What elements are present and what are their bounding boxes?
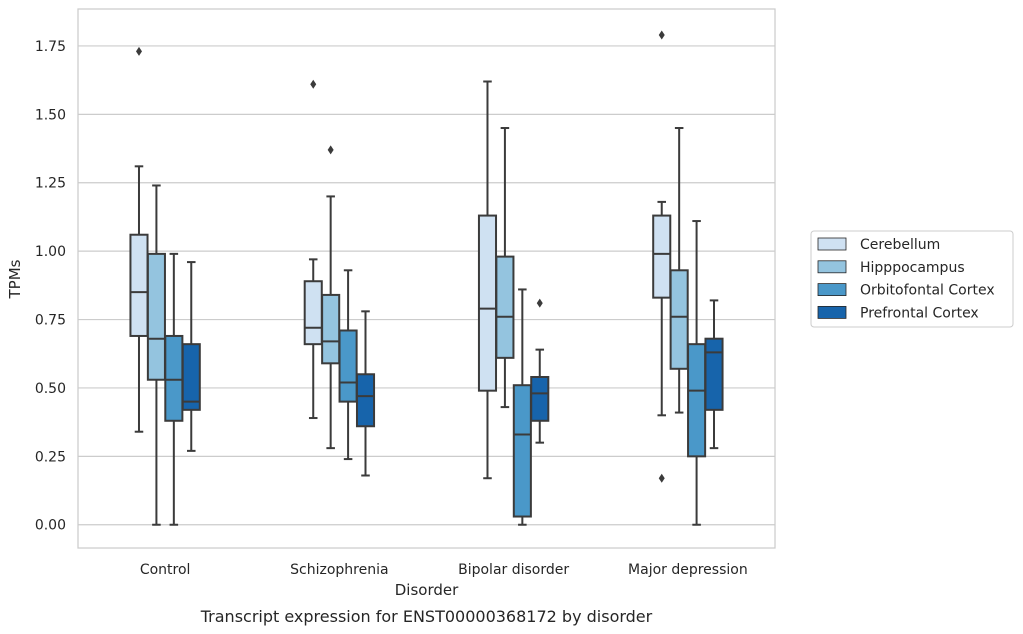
legend-label: Hipppocampus: [860, 260, 965, 276]
box-cerebellum-major-depression: [652, 30, 672, 483]
legend-item-cerebellum: Cerebellum: [817, 237, 940, 253]
y-tick-label: 1.75: [35, 39, 66, 55]
box-iqr: [687, 343, 707, 458]
box-prefrontal-cortex-schizophrenia: [355, 310, 376, 477]
box-orbitofontal-cortex-control: [164, 252, 184, 526]
legend-label: Cerebellum: [860, 237, 940, 253]
y-tick-label: 1.25: [35, 176, 66, 192]
legend-frame: [810, 230, 1014, 328]
x-axis-label: Disorder: [395, 581, 459, 599]
box-prefrontal-cortex-control: [181, 261, 201, 452]
box-cerebellum-bipolar-disorder: [477, 80, 498, 480]
x-tick-label: Major depression: [628, 562, 748, 578]
box-iqr: [355, 373, 376, 428]
box-series: [129, 30, 724, 526]
box-iqr: [303, 280, 323, 346]
legend-item-hipppocampus: Hipppocampus: [817, 260, 965, 276]
outlier-point: [658, 473, 665, 483]
y-tick-labels: 0.00 0.25 0.50 0.75 1.00 1.25 1.50 1.75: [35, 39, 66, 534]
outlier-point: [536, 298, 543, 308]
outlier-point: [658, 30, 665, 40]
legend: Cerebellum Hipppocampus Orbitofontal Corte…: [810, 230, 1014, 328]
box-iqr: [129, 233, 149, 337]
box-orbitofontal-cortex-major-depression: [687, 220, 707, 526]
box-iqr: [321, 293, 341, 365]
box-cerebellum-control: [129, 46, 149, 433]
y-tick-label: 1.50: [35, 107, 66, 123]
box-orbitofontal-cortex-schizophrenia: [338, 269, 358, 461]
box-iqr: [477, 214, 498, 392]
box-iqr: [146, 252, 166, 381]
box-hipppocampus-bipolar-disorder: [495, 127, 515, 409]
box-iqr: [669, 269, 689, 370]
outlier-point: [327, 145, 334, 155]
y-axis-label: TPMs: [6, 259, 24, 299]
x-tick-label: Control: [140, 562, 191, 578]
box-iqr: [652, 214, 672, 299]
box-iqr: [530, 375, 550, 422]
y-tick-label: 1.00: [35, 244, 66, 260]
y-tick-label: 0.75: [35, 313, 66, 329]
box-hipppocampus-schizophrenia: [321, 145, 341, 450]
box-iqr: [495, 255, 515, 359]
y-tick-label: 0.00: [35, 518, 66, 534]
legend-label: Orbitofontal Cortex: [860, 283, 995, 299]
legend-item-prefrontal-cortex: Prefrontal Cortex: [817, 305, 979, 321]
legend-swatch: [817, 283, 847, 297]
box-iqr: [181, 343, 201, 411]
y-tick-label: 0.50: [35, 381, 66, 397]
legend-item-orbitofontal-cortex: Orbitofontal Cortex: [817, 283, 995, 299]
plot-area-frame: [77, 8, 776, 549]
box-hipppocampus-major-depression: [669, 127, 689, 414]
box-iqr: [164, 334, 184, 422]
x-tick-labels: Control Schizophrenia Bipolar disorder Majo…: [140, 562, 748, 578]
box-prefrontal-cortex-bipolar-disorder: [530, 298, 550, 444]
legend-swatch: [817, 305, 847, 319]
legend-swatch: [817, 260, 847, 274]
box-iqr: [512, 384, 532, 518]
outlier-point: [310, 79, 317, 89]
legend-label: Prefrontal Cortex: [860, 305, 979, 321]
legend-swatch: [817, 237, 847, 251]
box-cerebellum-schizophrenia: [303, 79, 323, 420]
outlier-point: [135, 46, 142, 56]
y-tick-label: 0.25: [35, 449, 66, 465]
x-tick-label: Schizophrenia: [290, 562, 388, 578]
chart-caption: Transcript expression for ENST0000036817…: [200, 607, 653, 626]
box-hipppocampus-control: [146, 184, 166, 526]
box-prefrontal-cortex-major-depression: [704, 299, 724, 450]
x-tick-label: Bipolar disorder: [458, 562, 569, 578]
box-iqr: [704, 337, 724, 411]
box-orbitofontal-cortex-bipolar-disorder: [512, 288, 532, 526]
box-iqr: [338, 329, 358, 403]
